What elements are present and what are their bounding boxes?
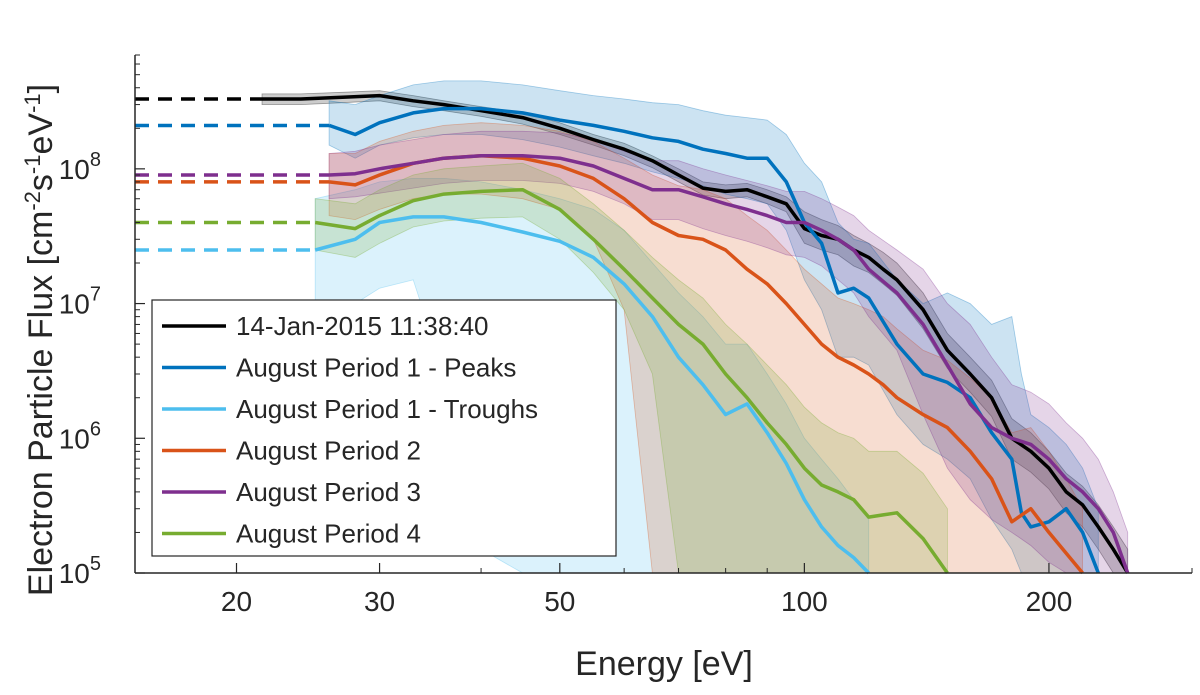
x-tick-label: 30 xyxy=(364,586,395,617)
series-line-august-period-1-troughs xyxy=(314,215,870,575)
series-line-august-period-1-peaks xyxy=(328,106,1100,574)
series-lines xyxy=(135,93,1130,575)
y-tick-label: 108 xyxy=(59,149,101,185)
x-tick-label: 200 xyxy=(1026,586,1073,617)
y-tick-label: 106 xyxy=(59,418,101,454)
y-tick-label: 105 xyxy=(59,553,101,589)
legend: 14-Jan-2015 11:38:40 August Period 1 - Pe… xyxy=(151,299,617,557)
x-tick-label: 100 xyxy=(781,586,828,617)
x-tick-label: 50 xyxy=(544,586,575,617)
y-tick-label: 107 xyxy=(59,284,101,320)
series-line-august-period-4 xyxy=(314,187,949,575)
y-axis-title: Electron Particle Flux [cm-2s-1eV-1] xyxy=(20,84,60,596)
legend-label-august-period-2: August Period 2 xyxy=(236,436,421,466)
legend-box xyxy=(151,299,617,557)
series-line-august-period-3 xyxy=(329,154,1130,574)
legend-label-august-period-1-peaks: August Period 1 - Peaks xyxy=(236,353,516,383)
legend-label-14-jan-2015-11-38-40: 14-Jan-2015 11:38:40 xyxy=(236,311,489,341)
legend-label-august-period-3: August Period 3 xyxy=(236,477,421,507)
x-tick-label: 20 xyxy=(221,586,252,617)
legend-label-august-period-1-troughs: August Period 1 - Troughs xyxy=(236,394,538,424)
legend-label-august-period-4: August Period 4 xyxy=(236,519,421,549)
axis-ticks: 20 30 50 100 200 105 106 107 108 xyxy=(59,54,1193,617)
x-axis-title: Energy [eV] xyxy=(575,645,753,683)
series-line-14-jan-2015-11-38-40 xyxy=(262,93,1130,574)
